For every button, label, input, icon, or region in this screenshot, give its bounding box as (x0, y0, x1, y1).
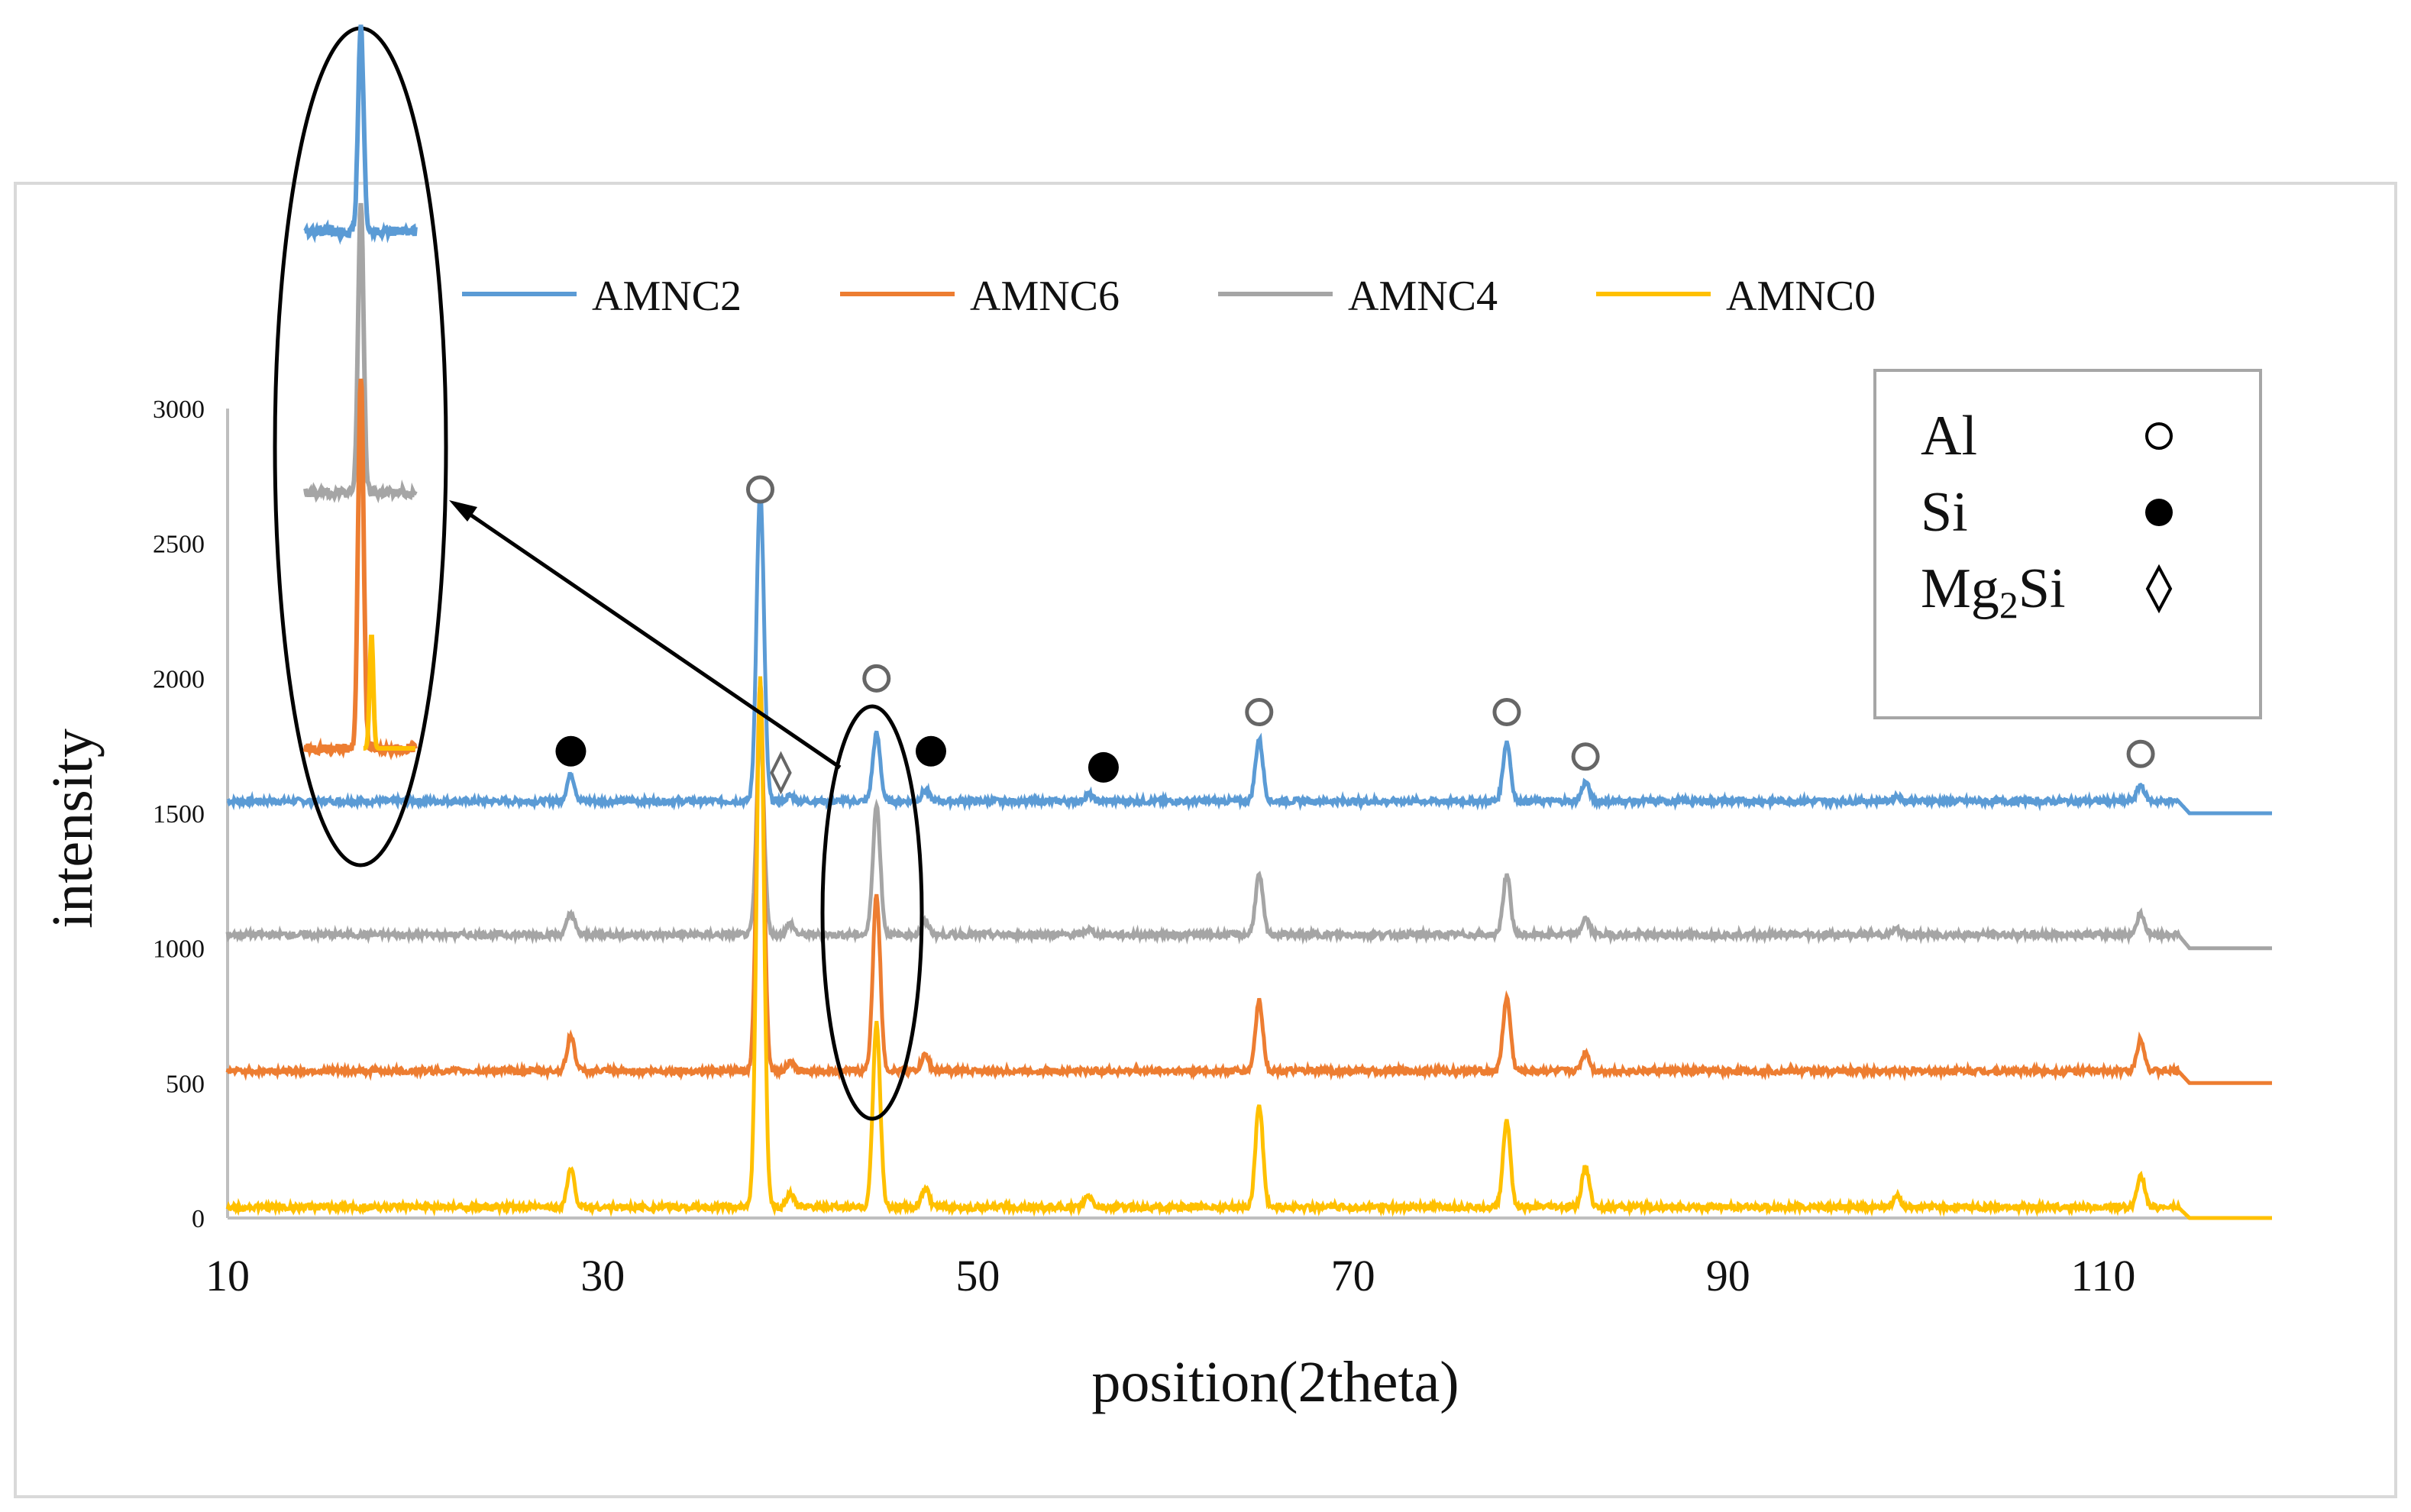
y-tick-label: 2000 (153, 665, 205, 693)
si-peak-marker (555, 735, 587, 767)
x-tick-label: 30 (580, 1251, 625, 1300)
legend-label-amnc4: AMNC4 (1348, 273, 1498, 320)
phase-label-si: Si (1921, 481, 1968, 544)
zoom-source-ellipse (820, 704, 924, 1121)
inset-trace-amnc2 (303, 24, 418, 245)
phase-symbol-diamond (2145, 564, 2173, 614)
x-tick-label: 70 (1331, 1251, 1375, 1300)
y-axis-label: intensity (40, 729, 105, 929)
mg2si-peak-marker (770, 751, 792, 795)
al-peak-marker (1245, 698, 1274, 726)
y-tick-label: 2500 (153, 531, 205, 559)
axes: 0 500 1000 1500 2000 2500 3000 10 30 50 70 90 110 (153, 396, 2272, 1300)
al-peak-marker (1571, 742, 1600, 771)
y-tick-label: 3000 (153, 396, 205, 424)
x-tick-label: 110 (2071, 1251, 2136, 1300)
series-line-amnc0 (225, 676, 2272, 1220)
y-tick-label: 0 (192, 1205, 205, 1233)
series-legend: AMNC2 AMNC6 AMNC4 AMNC0 (462, 273, 1876, 320)
series-layer (225, 489, 2272, 1220)
al-peak-marker (862, 664, 891, 693)
zoom-arrow-line (464, 509, 842, 770)
si-peak-marker (915, 735, 946, 767)
x-tick-label: 10 (205, 1251, 250, 1300)
phase-legend: Al Si Mg2Si (1873, 369, 2262, 719)
al-peak-marker (745, 475, 774, 504)
y-tick-label: 1500 (153, 800, 205, 829)
series-line-amnc2 (226, 489, 2272, 816)
al-peak-marker (1492, 698, 1521, 726)
x-axis-label: position(2theta) (1091, 1350, 1459, 1414)
x-tick-label: 50 (955, 1251, 1000, 1300)
legend-label-amnc2: AMNC2 (592, 273, 742, 320)
al-peak-marker (2126, 739, 2155, 768)
peak-markers (555, 475, 2155, 795)
series-line-amnc6 (225, 680, 2272, 1085)
phase-symbol-open-circle (2145, 422, 2173, 450)
legend-label-amnc6: AMNC6 (970, 273, 1120, 320)
x-tick-label: 90 (1706, 1251, 1750, 1300)
zoom-arrow-head (449, 500, 477, 522)
phase-symbol-filled-circle (2145, 499, 2173, 526)
inset-zoom (273, 24, 924, 1121)
series-line-amnc4 (225, 732, 2272, 951)
legend-label-amnc0: AMNC0 (1726, 273, 1876, 320)
inset-trace-amnc0 (363, 635, 415, 751)
phase-label-mg: Mg2Si (1921, 557, 2066, 626)
inset-trace-amnc4 (303, 202, 418, 504)
phase-label-al: Al (1921, 405, 1977, 467)
y-tick-label: 1000 (153, 935, 205, 964)
y-tick-label: 500 (166, 1070, 205, 1098)
si-peak-marker (1088, 751, 1119, 783)
phase-legend-box (1873, 369, 2262, 719)
